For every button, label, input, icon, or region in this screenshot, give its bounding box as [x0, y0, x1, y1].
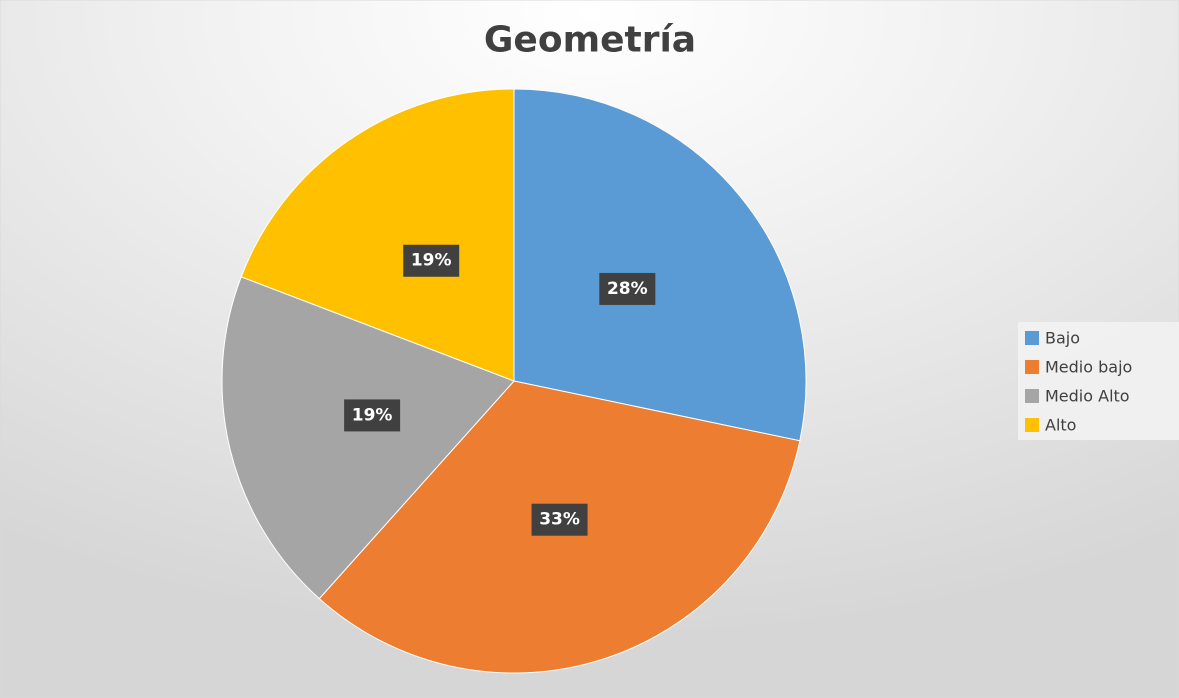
data-label-box	[599, 272, 656, 305]
legend-swatch	[1025, 360, 1039, 374]
data-label: 28%	[607, 279, 648, 299]
data-label: 33%	[539, 510, 580, 530]
legend-swatch	[1025, 418, 1039, 432]
chart-title: Geometría	[484, 20, 696, 61]
data-label-box	[531, 503, 588, 536]
pie-slice	[513, 88, 807, 442]
legend-label: Medio Alto	[1045, 387, 1130, 406]
legend-box	[1018, 322, 1179, 440]
legend-label: Alto	[1045, 416, 1076, 435]
data-label: 19%	[352, 405, 393, 425]
legend-swatch	[1025, 331, 1039, 345]
legend-swatch	[1025, 389, 1039, 403]
legend-label: Medio bajo	[1045, 358, 1132, 377]
pie-slice	[240, 88, 515, 382]
data-label-box	[403, 244, 460, 277]
pie-slice	[221, 276, 515, 600]
data-label-box	[344, 399, 401, 432]
data-label: 19%	[411, 251, 452, 271]
legend-label: Bajo	[1045, 329, 1080, 348]
